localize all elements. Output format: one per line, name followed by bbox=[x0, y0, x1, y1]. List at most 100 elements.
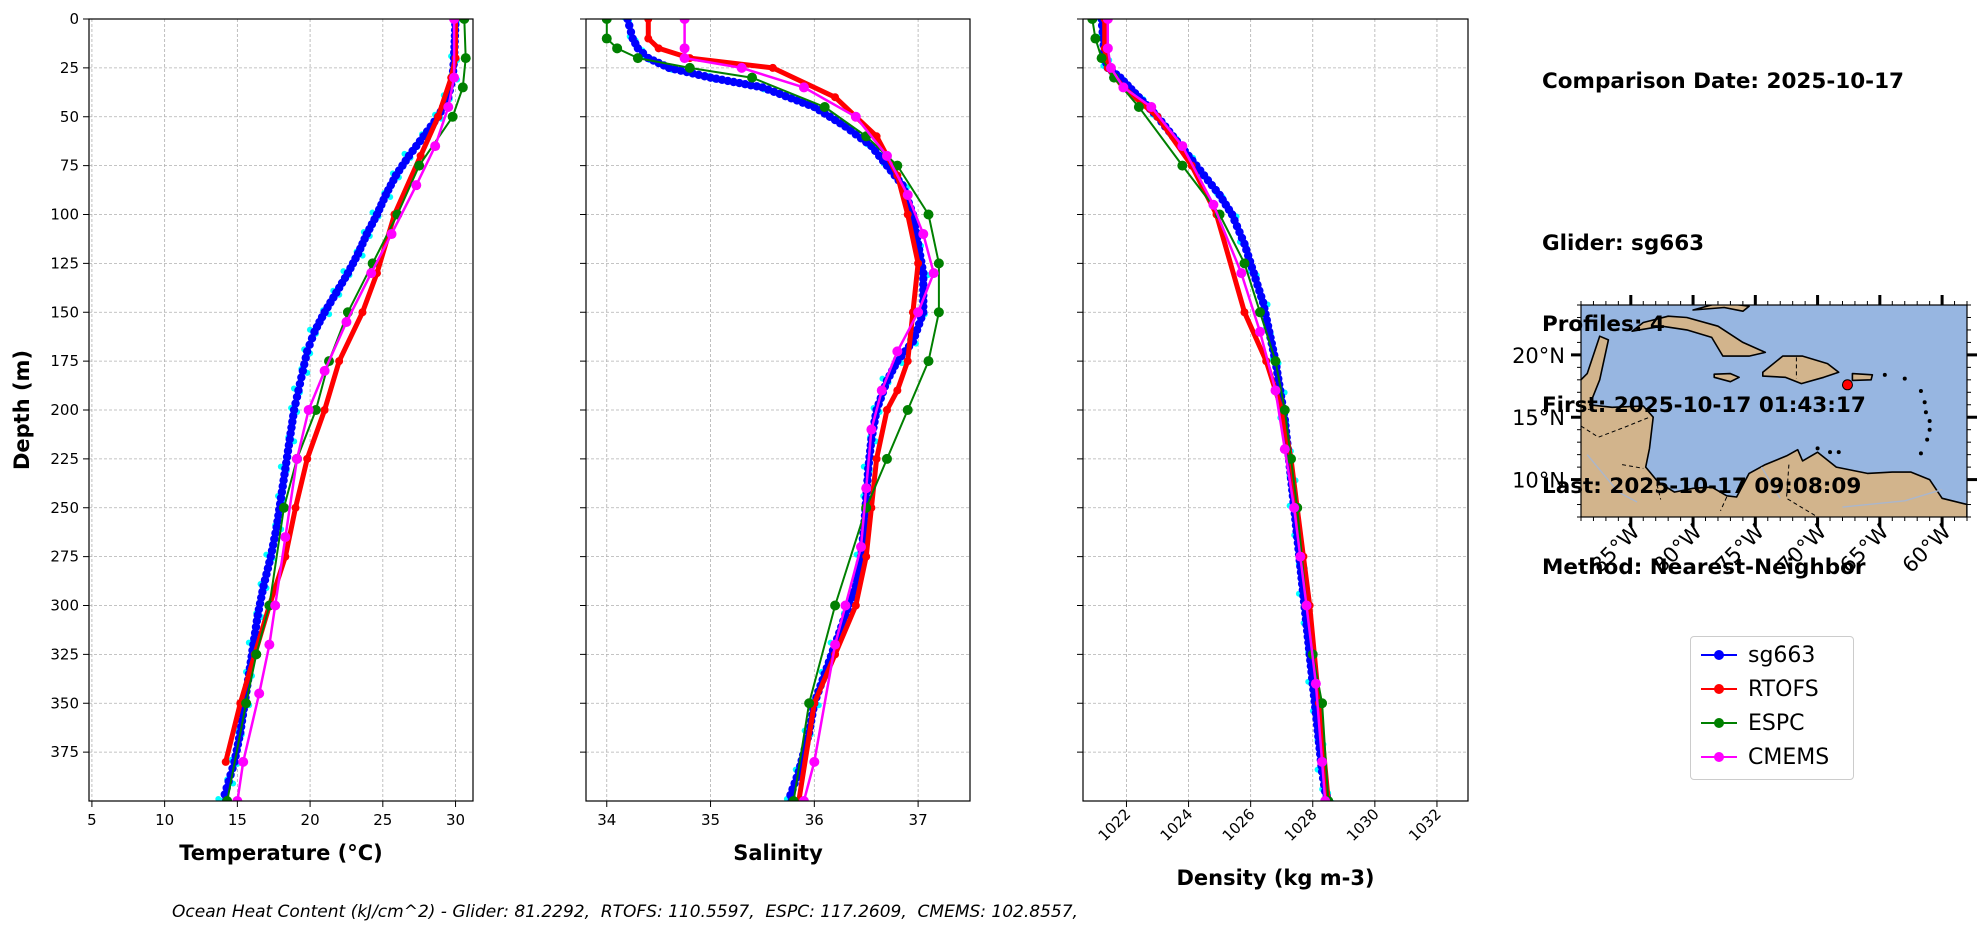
y-tick-label: 200 bbox=[50, 401, 79, 419]
data-point bbox=[1254, 326, 1265, 337]
x-tick-label: 5 bbox=[87, 811, 97, 829]
data-point bbox=[747, 72, 758, 83]
legend-label: ESPC bbox=[1748, 710, 1805, 736]
data-point bbox=[788, 796, 799, 801]
data-point bbox=[307, 334, 317, 343]
data-point bbox=[300, 360, 309, 369]
series-markers-cmems bbox=[232, 19, 460, 801]
data-point bbox=[804, 698, 815, 709]
y-axis: 0 25 50 75 100 125 150 175 200 225 250 275 300 325 350… bbox=[10, 10, 89, 761]
data-point bbox=[335, 357, 344, 366]
data-point bbox=[292, 453, 302, 464]
grid bbox=[1083, 18, 1468, 801]
data-point bbox=[310, 405, 321, 415]
y-axis-label: Depth (m) bbox=[10, 350, 34, 470]
data-point bbox=[861, 502, 872, 513]
series-line-rtofs bbox=[223, 19, 458, 763]
island bbox=[1815, 446, 1820, 451]
island bbox=[1923, 410, 1928, 415]
land-jamaica bbox=[1713, 372, 1740, 383]
data-point bbox=[830, 600, 841, 611]
data-point bbox=[1096, 53, 1107, 64]
data-point bbox=[1240, 308, 1249, 317]
data-point bbox=[1133, 101, 1144, 112]
river bbox=[1586, 454, 1638, 503]
last-time: Last: 2025-10-17 09:08:09 bbox=[1542, 474, 1862, 499]
data-point bbox=[862, 552, 871, 561]
map-frame bbox=[1580, 304, 1968, 518]
border-line bbox=[1720, 496, 1728, 512]
data-point bbox=[679, 53, 690, 64]
data-point bbox=[1320, 796, 1331, 801]
data-point bbox=[768, 63, 777, 72]
river bbox=[1760, 466, 1781, 499]
x-axis-label: Density (kg m-3) bbox=[1176, 866, 1374, 890]
land-puerto-rico bbox=[1851, 372, 1874, 382]
data-point bbox=[809, 756, 820, 767]
profiles-count: Profiles: 4 bbox=[1542, 312, 1665, 337]
data-point bbox=[866, 424, 877, 435]
data-point bbox=[902, 405, 913, 415]
data-point bbox=[1279, 444, 1290, 455]
data-point bbox=[1270, 385, 1281, 396]
y-tick-label: 0 bbox=[69, 10, 79, 28]
y-tick-label: 375 bbox=[50, 743, 79, 761]
data-point bbox=[798, 796, 809, 801]
x-tick-label: 25 bbox=[373, 811, 392, 829]
data-point bbox=[303, 405, 314, 415]
data-point bbox=[278, 502, 289, 513]
data-point bbox=[644, 34, 653, 43]
series-line-cmems bbox=[683, 19, 935, 801]
data-point bbox=[923, 209, 934, 220]
borders bbox=[1581, 357, 1818, 517]
data-point bbox=[1087, 19, 1098, 24]
x-tick-label: 36 bbox=[805, 811, 824, 829]
data-point bbox=[449, 19, 460, 24]
data-point bbox=[893, 386, 902, 395]
border-line bbox=[1581, 416, 1650, 438]
legend-swatch bbox=[1699, 709, 1739, 737]
data-point bbox=[1310, 678, 1321, 689]
island bbox=[1922, 400, 1927, 405]
data-point bbox=[222, 796, 233, 801]
map-lon-label: 60°W bbox=[1898, 519, 1956, 577]
data-point bbox=[654, 44, 663, 53]
series-group bbox=[601, 19, 944, 801]
x-tick-label: 35 bbox=[701, 811, 720, 829]
data-point bbox=[632, 53, 643, 64]
legend-swatch bbox=[1699, 641, 1739, 669]
info-block: Comparison Date: 2025-10-17 Glider: sg66… bbox=[1542, 14, 1904, 608]
data-point bbox=[341, 317, 352, 328]
data-point bbox=[918, 229, 929, 240]
data-point bbox=[1239, 258, 1250, 269]
x-axis-label: Salinity bbox=[733, 841, 823, 865]
y-tick-label: 25 bbox=[60, 59, 79, 77]
data-point bbox=[238, 756, 249, 767]
series-markers-espc bbox=[601, 19, 944, 801]
x-tick-label: 1022 bbox=[1095, 805, 1135, 845]
y-tick-label: 100 bbox=[50, 206, 79, 224]
island bbox=[1925, 437, 1930, 442]
data-point bbox=[1208, 199, 1219, 210]
data-point bbox=[1177, 141, 1188, 152]
data-point bbox=[923, 356, 934, 367]
data-point bbox=[1289, 502, 1300, 513]
map-lat-label: 20°N bbox=[1512, 344, 1565, 368]
data-point bbox=[819, 101, 830, 112]
data-point bbox=[881, 453, 892, 464]
x-tick-label: 37 bbox=[909, 811, 928, 829]
x-tick-label: 1032 bbox=[1405, 805, 1445, 845]
data-point bbox=[295, 379, 305, 389]
island bbox=[1902, 376, 1907, 381]
data-point bbox=[414, 160, 425, 171]
land-cuba bbox=[1631, 315, 1767, 357]
data-point bbox=[292, 392, 302, 402]
x-tick-label: 10 bbox=[155, 811, 174, 829]
data-point bbox=[280, 532, 291, 543]
series-group bbox=[1087, 19, 1336, 801]
y-tick-label: 50 bbox=[60, 108, 79, 126]
data-point bbox=[1146, 101, 1157, 112]
series-group bbox=[215, 19, 471, 801]
series-markers-espc bbox=[222, 19, 471, 801]
x-tick-label: 20 bbox=[301, 811, 320, 829]
